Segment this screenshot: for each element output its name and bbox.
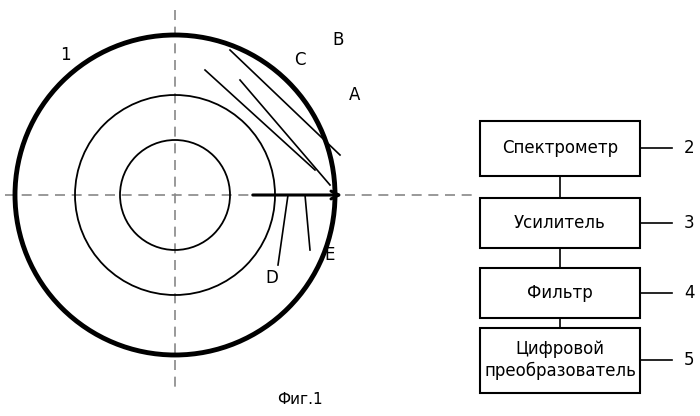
Text: 5: 5 (684, 351, 694, 369)
Bar (480, 121, 640, 176)
Text: Фильтр: Фильтр (527, 284, 593, 302)
Text: C: C (294, 51, 306, 69)
Text: Фиг.1: Фиг.1 (277, 393, 323, 408)
Bar (480, 198, 640, 248)
Text: Спектрометр: Спектрометр (502, 139, 618, 157)
Bar (480, 327, 640, 393)
Text: 3: 3 (684, 214, 694, 232)
Bar (480, 268, 640, 318)
Text: 4: 4 (684, 284, 694, 302)
Text: B: B (332, 31, 344, 49)
Text: E: E (325, 246, 335, 264)
Text: 1: 1 (60, 46, 70, 64)
Text: 2: 2 (684, 139, 694, 157)
Text: Цифровой
преобразователь: Цифровой преобразователь (484, 340, 636, 379)
Text: Усилитель: Усилитель (514, 214, 606, 232)
Text: D: D (265, 269, 279, 287)
Text: A: A (349, 86, 360, 104)
